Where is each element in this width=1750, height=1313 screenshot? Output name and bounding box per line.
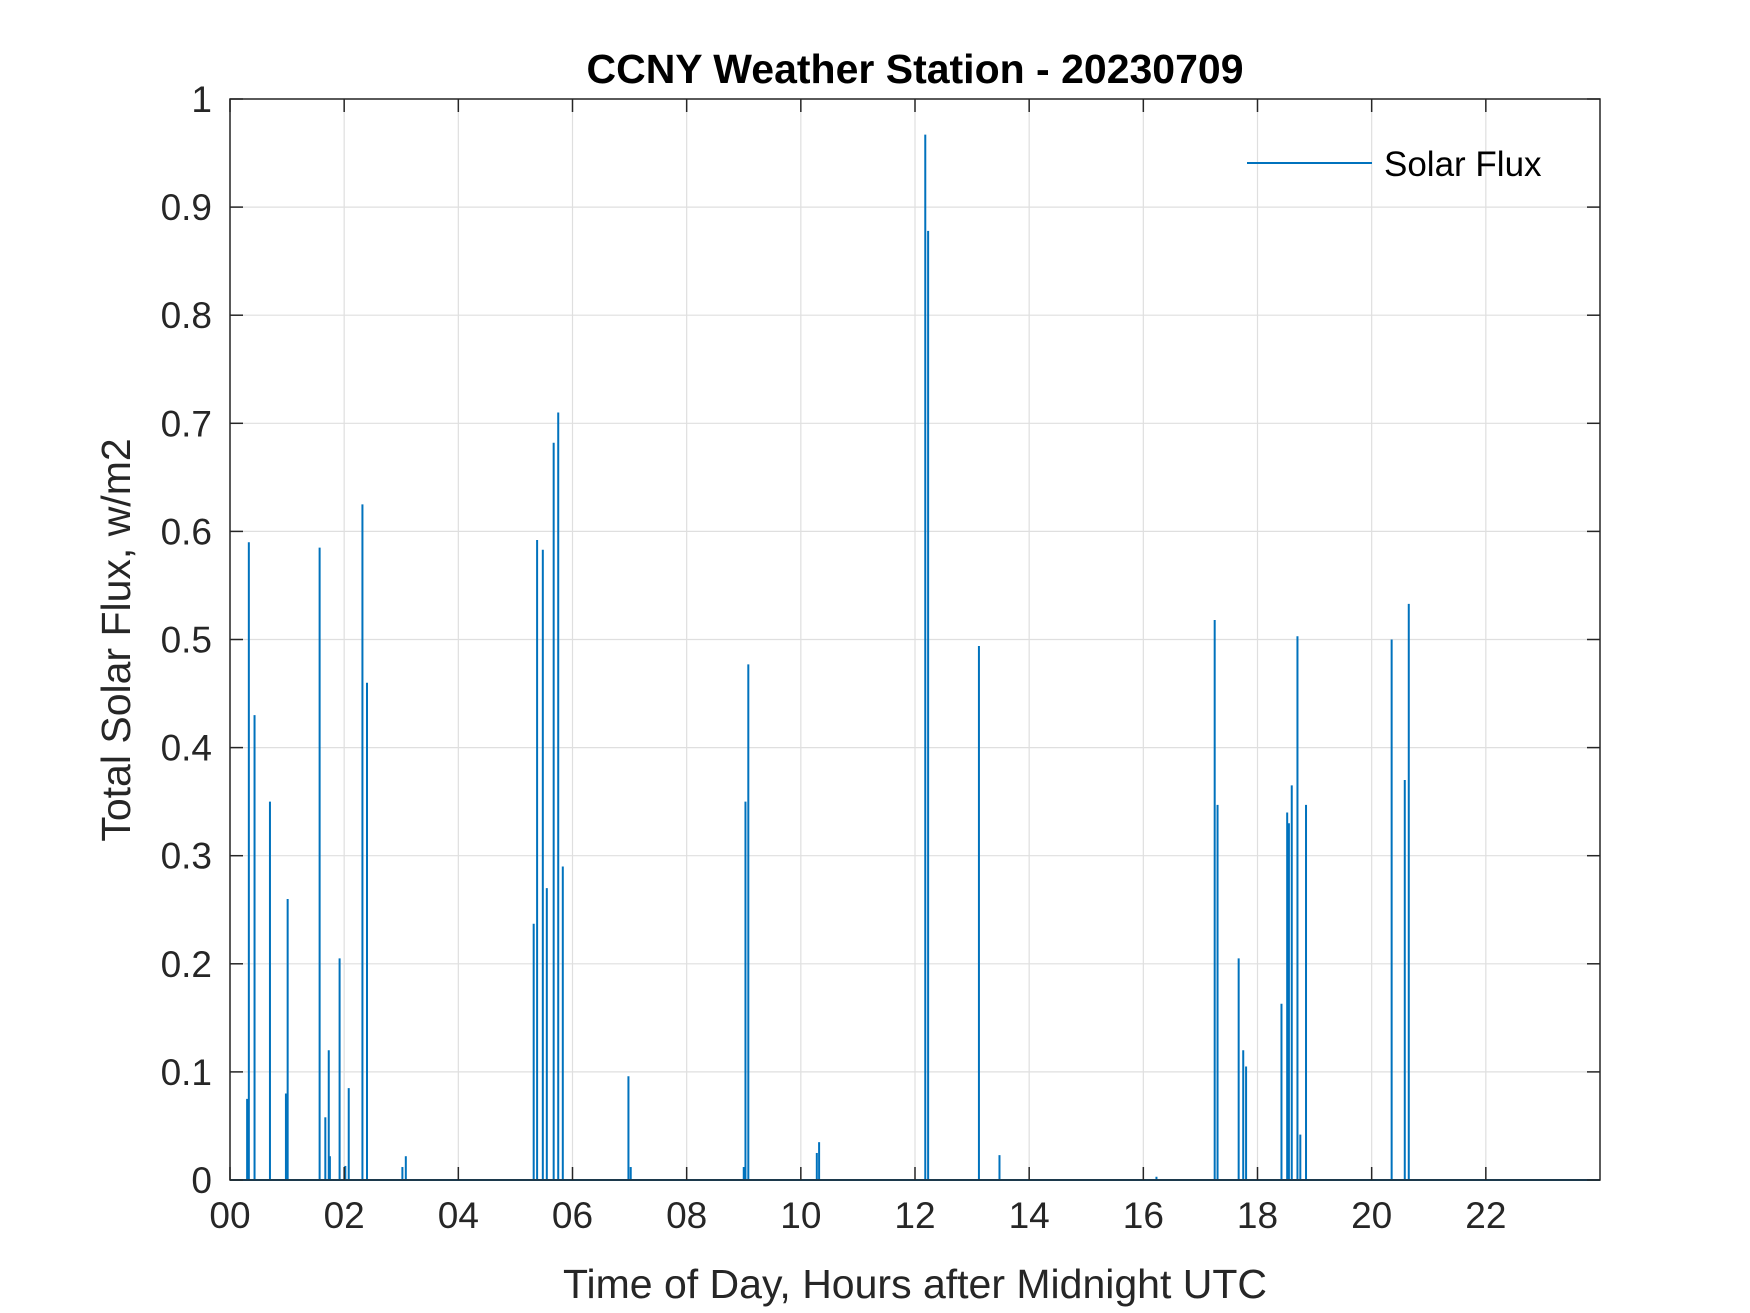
y-tick-label: 0.6 — [161, 511, 212, 552]
y-tick-label: 0.3 — [161, 836, 212, 877]
y-tick-label: 0.4 — [161, 728, 212, 769]
x-tick-label: 20 — [1351, 1195, 1392, 1236]
y-tick-label: 0 — [191, 1160, 212, 1201]
x-tick-labels: 00 02 04 06 08 10 12 14 16 18 20 22 — [209, 1195, 1506, 1236]
grid-lines — [229, 98, 1600, 1181]
x-axis-label: Time of Day, Hours after Midnight UTC — [563, 1261, 1267, 1307]
x-tick-label: 08 — [666, 1195, 707, 1236]
y-tick-label: 0.9 — [161, 187, 212, 228]
x-tick-label: 18 — [1237, 1195, 1278, 1236]
legend-label: Solar Flux — [1384, 145, 1542, 184]
x-tick-label: 04 — [438, 1195, 479, 1236]
x-tick-label: 06 — [552, 1195, 593, 1236]
x-tick-label: 02 — [324, 1195, 365, 1236]
x-tick-label: 14 — [1009, 1195, 1050, 1236]
y-tick-label: 0.2 — [161, 944, 212, 985]
y-tick-label: 0.8 — [161, 295, 212, 336]
x-tick-label: 10 — [780, 1195, 821, 1236]
y-tick-label: 1 — [191, 79, 212, 120]
axis-ticks — [229, 98, 1600, 1181]
y-tick-label: 0.5 — [161, 620, 212, 661]
legend: Solar Flux — [1247, 145, 1542, 184]
chart-title: CCNY Weather Station - 20230709 — [586, 46, 1243, 92]
x-tick-label: 16 — [1123, 1195, 1164, 1236]
y-axis-label: Total Solar Flux, w/m2 — [93, 438, 139, 841]
x-tick-label: 22 — [1465, 1195, 1506, 1236]
x-tick-label: 12 — [894, 1195, 935, 1236]
y-tick-label: 0.7 — [161, 403, 212, 444]
y-tick-labels: 0 0.1 0.2 0.3 0.4 0.5 0.6 0.7 0.8 0.9 1 — [161, 79, 212, 1201]
x-tick-label: 00 — [209, 1195, 250, 1236]
y-tick-label: 0.1 — [161, 1052, 212, 1093]
